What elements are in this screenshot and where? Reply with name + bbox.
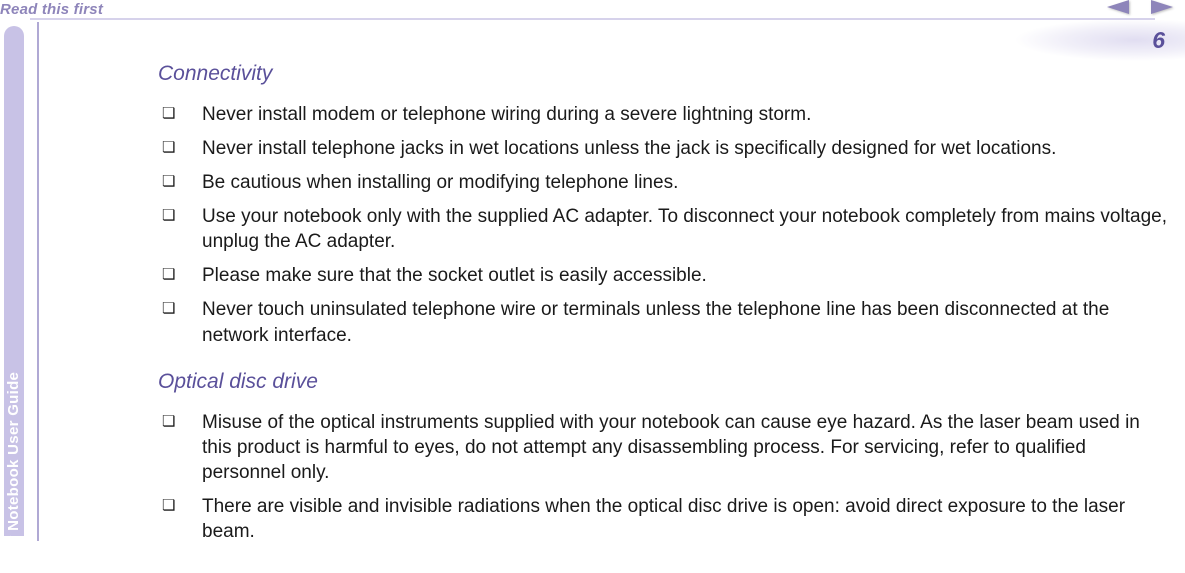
page-number: 6 [1152,27,1165,54]
spine-bar: Sony Notebook User Guide [0,0,30,541]
page-number-box: 6 [1095,22,1165,58]
list-item: There are visible and invisible radiatio… [158,494,1168,544]
list-item: Be cautious when installing or modifying… [158,170,1168,195]
prev-page-icon[interactable] [1107,0,1129,14]
list-item: Misuse of the optical instruments suppli… [158,410,1168,485]
list-item: Please make sure that the socket outlet … [158,263,1168,288]
list-item: Never touch uninsulated telephone wire o… [158,297,1168,347]
breadcrumb-rule [30,18,1155,20]
list-item: Never install modem or telephone wiring … [158,102,1168,127]
vertical-rule [37,22,39,541]
page-content: Connectivity Never install modem or tele… [158,62,1168,566]
list-item: Never install telephone jacks in wet loc… [158,136,1168,161]
optical-list: Misuse of the optical instruments suppli… [158,410,1168,544]
page-nav [1107,0,1173,14]
breadcrumb: Read this first [0,1,103,18]
section-title-connectivity: Connectivity [158,62,1168,86]
connectivity-list: Never install modem or telephone wiring … [158,102,1168,348]
section-title-optical: Optical disc drive [158,370,1168,394]
spine-fill [4,26,24,536]
next-page-icon[interactable] [1151,0,1173,14]
list-item: Use your notebook only with the supplied… [158,204,1168,254]
header: Read this first [0,0,1185,22]
